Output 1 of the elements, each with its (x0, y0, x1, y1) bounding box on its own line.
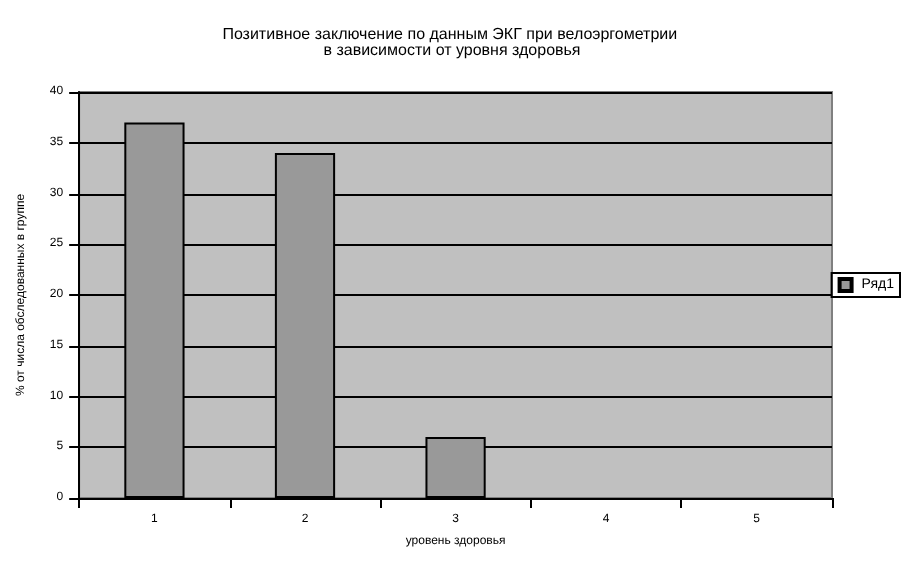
chart-title: Позитивное заключение по данным ЭКГ при велоэргометрии в зависимости от уровня здоровья (222, 25, 682, 59)
